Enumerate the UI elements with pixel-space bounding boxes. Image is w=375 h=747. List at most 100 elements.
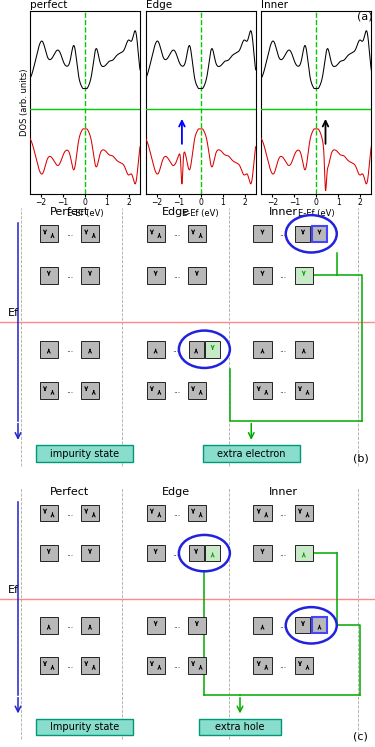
Text: ...: ... <box>172 345 179 354</box>
Text: impurity state: impurity state <box>50 449 119 459</box>
Text: ...: ... <box>172 229 180 238</box>
Bar <box>147 341 165 358</box>
Bar <box>254 226 272 242</box>
Text: Perfect: Perfect <box>50 486 89 497</box>
Bar <box>147 505 165 521</box>
Bar <box>254 341 272 358</box>
Text: extra hole: extra hole <box>215 722 265 732</box>
Text: Perfect: Perfect <box>50 207 89 217</box>
Text: Inner: Inner <box>268 207 298 217</box>
Bar <box>254 505 272 521</box>
Text: ...: ... <box>66 661 73 670</box>
Text: ...: ... <box>66 345 73 354</box>
Bar <box>188 267 206 284</box>
Bar <box>147 226 165 242</box>
Text: Inner: Inner <box>261 1 288 10</box>
Text: ...: ... <box>172 661 180 670</box>
Bar <box>188 505 206 521</box>
Text: ...: ... <box>279 548 286 557</box>
Bar <box>202 445 300 462</box>
Bar <box>40 267 58 284</box>
Bar <box>295 341 313 358</box>
Text: ...: ... <box>279 345 286 354</box>
X-axis label: E-Ef (eV): E-Ef (eV) <box>182 208 219 218</box>
Text: Impurity state: Impurity state <box>50 722 119 732</box>
Bar <box>147 267 165 284</box>
Text: ...: ... <box>66 621 73 630</box>
Bar <box>81 505 99 521</box>
Bar <box>189 341 204 358</box>
Bar <box>40 226 58 242</box>
Bar <box>147 617 165 633</box>
Text: (c): (c) <box>353 731 368 742</box>
Bar <box>188 226 206 242</box>
Text: Inner: Inner <box>268 486 298 497</box>
Text: Edge: Edge <box>146 1 172 10</box>
Bar <box>81 267 99 284</box>
Text: extra electron: extra electron <box>217 449 285 459</box>
Bar <box>188 382 206 399</box>
Text: ...: ... <box>279 270 286 279</box>
Text: ...: ... <box>279 229 286 238</box>
Text: ...: ... <box>66 270 73 279</box>
Bar <box>189 545 204 561</box>
Text: ...: ... <box>172 548 179 557</box>
Bar <box>295 657 313 674</box>
Bar <box>40 617 58 633</box>
Bar <box>40 657 58 674</box>
Bar <box>254 382 272 399</box>
Bar <box>296 617 310 633</box>
Text: ...: ... <box>66 548 73 557</box>
Bar <box>205 341 220 358</box>
Text: Edge: Edge <box>162 486 190 497</box>
Bar <box>81 382 99 399</box>
X-axis label: E-Ef (eV): E-Ef (eV) <box>298 208 334 218</box>
Text: perfect: perfect <box>30 1 68 10</box>
Text: Ef: Ef <box>8 586 18 595</box>
Bar <box>188 617 206 633</box>
Bar <box>254 267 272 284</box>
Bar <box>40 545 58 562</box>
Bar <box>40 505 58 521</box>
Text: (b): (b) <box>352 453 368 463</box>
Bar <box>147 545 165 562</box>
Text: ...: ... <box>279 386 286 395</box>
Bar <box>296 226 310 242</box>
Bar <box>40 382 58 399</box>
Bar <box>312 226 327 242</box>
Bar <box>295 382 313 399</box>
Text: Ef: Ef <box>8 309 18 318</box>
Bar <box>36 445 133 462</box>
Text: ...: ... <box>172 270 180 279</box>
Bar <box>40 341 58 358</box>
Text: ...: ... <box>172 509 180 518</box>
Bar <box>295 545 313 562</box>
Text: ...: ... <box>279 509 286 518</box>
Bar <box>205 545 220 561</box>
Text: (a): (a) <box>357 11 373 21</box>
Text: ...: ... <box>66 229 73 238</box>
Bar <box>199 719 281 735</box>
Bar <box>147 657 165 674</box>
Bar <box>81 341 99 358</box>
Bar <box>188 657 206 674</box>
Bar <box>81 545 99 562</box>
Bar <box>295 505 313 521</box>
Bar <box>254 617 272 633</box>
Bar <box>254 657 272 674</box>
Text: ...: ... <box>279 661 286 670</box>
Text: ...: ... <box>66 386 73 395</box>
Bar <box>147 382 165 399</box>
Bar <box>81 617 99 633</box>
Bar <box>36 719 133 735</box>
Text: Edge: Edge <box>162 207 190 217</box>
Bar <box>81 657 99 674</box>
Text: ...: ... <box>279 621 286 630</box>
Text: ...: ... <box>66 509 73 518</box>
X-axis label: E-Ef (eV): E-Ef (eV) <box>67 208 103 218</box>
Y-axis label: DOS (arb. units): DOS (arb. units) <box>20 69 28 137</box>
Bar <box>81 226 99 242</box>
Bar <box>254 545 272 562</box>
Text: ...: ... <box>172 621 180 630</box>
Bar <box>312 617 327 633</box>
